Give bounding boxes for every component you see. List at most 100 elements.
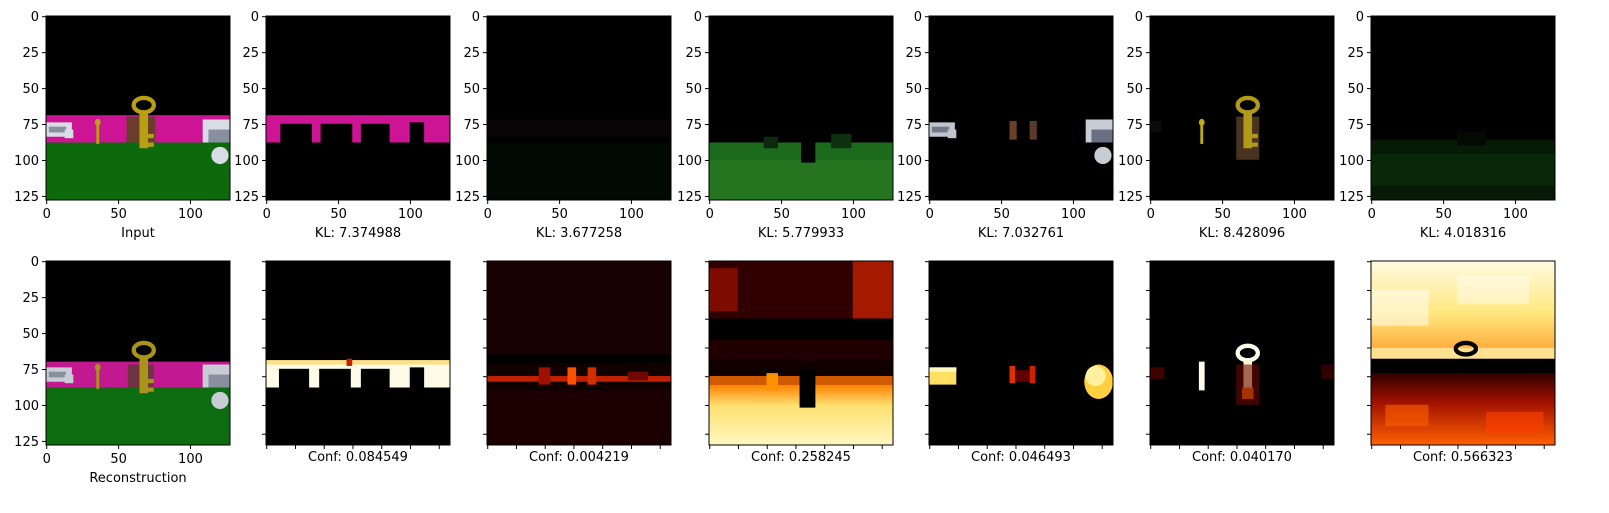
axes-frame — [1149, 260, 1335, 446]
y-tick-label: 100 — [1118, 154, 1143, 169]
panel-image — [709, 16, 893, 200]
x-tick-label: 0 — [926, 207, 934, 222]
axes-frame — [265, 15, 451, 201]
x-tick-label: 100 — [1503, 207, 1528, 222]
y-tick-label: 0 — [694, 10, 702, 25]
y-tick-label: 125 — [14, 190, 39, 205]
panel-r1-c5: 0 50 100 0 25 50 75 100 125 KL: 7.032761 — [897, 10, 1114, 241]
y-tick-label: 125 — [897, 190, 922, 205]
axes-frame — [928, 15, 1114, 201]
y-tick-label: 100 — [14, 154, 39, 169]
x-tick-label: 50 — [773, 207, 790, 222]
panel-r2-c6: Conf: 0.040170 — [1146, 260, 1335, 465]
panel-caption: Conf: 0.046493 — [971, 450, 1071, 465]
y-tick-label: 125 — [677, 190, 702, 205]
y-tick-label: 75 — [242, 118, 259, 133]
y-tick-label: 100 — [455, 154, 480, 169]
y-tick-label: 50 — [1126, 82, 1143, 97]
panel-caption: KL: 8.428096 — [1199, 226, 1285, 241]
y-tick-label: 100 — [677, 154, 702, 169]
y-tick-label: 125 — [234, 190, 259, 205]
x-tick-label: 50 — [551, 207, 568, 222]
panel-image — [46, 261, 230, 445]
x-tick-label: 0 — [484, 207, 492, 222]
y-tick-label: 25 — [905, 46, 922, 61]
y-tick-label: 0 — [31, 255, 39, 270]
panel-r1-c1: 0 50 100 0 25 50 75 100 125 Input — [14, 10, 231, 241]
x-tick-label: 100 — [619, 207, 644, 222]
x-tick-label: 0 — [263, 207, 271, 222]
y-tick-label: 25 — [685, 46, 702, 61]
panel-r1-c6: 0 50 100 0 25 50 75 100 125 KL: 8.428096 — [1118, 10, 1335, 241]
axes-frame — [1370, 15, 1556, 201]
axes-frame — [486, 260, 672, 446]
x-tick-label: 100 — [841, 207, 866, 222]
x-tick-label: 100 — [178, 207, 203, 222]
y-tick-label: 50 — [685, 82, 702, 97]
y-tick-label: 0 — [251, 10, 259, 25]
axes-frame — [486, 15, 672, 201]
y-tick-label: 25 — [22, 291, 39, 306]
panel-caption: Conf: 0.258245 — [751, 450, 851, 465]
panel-r2-c4: Conf: 0.258245 — [705, 260, 894, 465]
y-tick-label: 125 — [455, 190, 480, 205]
x-tick-label: 0 — [706, 207, 714, 222]
x-tick-label: 100 — [1061, 207, 1086, 222]
y-tick-label: 0 — [472, 10, 480, 25]
y-tick-label: 25 — [1126, 46, 1143, 61]
panel-image — [709, 261, 893, 445]
panel-image — [1371, 261, 1555, 445]
y-tick-label: 50 — [22, 82, 39, 97]
y-tick-label: 50 — [22, 327, 39, 342]
panel-caption: Conf: 0.084549 — [308, 450, 408, 465]
y-tick-label: 75 — [1126, 118, 1143, 133]
y-tick-label: 50 — [463, 82, 480, 97]
x-tick-label: 50 — [330, 207, 347, 222]
y-tick-label: 25 — [1347, 46, 1364, 61]
y-tick-label: 50 — [1347, 82, 1364, 97]
y-tick-label: 50 — [905, 82, 922, 97]
panel-image — [46, 16, 230, 200]
panel-caption: Input — [121, 226, 155, 241]
y-tick-label: 50 — [242, 82, 259, 97]
y-tick-label: 125 — [14, 435, 39, 450]
x-tick-label: 50 — [110, 452, 127, 467]
panel-image — [929, 261, 1113, 445]
y-tick-label: 125 — [1118, 190, 1143, 205]
y-tick-label: 75 — [463, 118, 480, 133]
panel-r2-c5: Conf: 0.046493 — [925, 260, 1114, 465]
axes-frame — [1370, 260, 1556, 446]
panel-r1-c7: 0 50 100 0 25 50 75 100 125 KL: 4.018316 — [1339, 10, 1556, 241]
panel-caption: KL: 3.677258 — [536, 226, 622, 241]
y-tick-label: 100 — [234, 154, 259, 169]
x-tick-label: 50 — [993, 207, 1010, 222]
axes-frame — [45, 15, 231, 201]
panel-image — [1150, 261, 1334, 445]
axes-frame — [708, 15, 894, 201]
y-tick-label: 75 — [1347, 118, 1364, 133]
axes-frame — [265, 260, 451, 446]
panel-r1-c3: 0 50 100 0 25 50 75 100 125 KL: 3.677258 — [455, 10, 672, 241]
panel-caption: KL: 5.779933 — [758, 226, 844, 241]
panel-r1-c4: 0 50 100 0 25 50 75 100 125 KL: 5.779933 — [677, 10, 894, 241]
y-tick-label: 75 — [905, 118, 922, 133]
y-tick-label: 25 — [22, 46, 39, 61]
y-tick-label: 75 — [685, 118, 702, 133]
panel-caption: KL: 4.018316 — [1420, 226, 1506, 241]
x-tick-label: 0 — [1368, 207, 1376, 222]
panel-r2-c7: Conf: 0.566323 — [1367, 260, 1556, 465]
panel-caption: KL: 7.032761 — [978, 226, 1064, 241]
y-tick-label: 0 — [31, 10, 39, 25]
x-tick-label: 0 — [43, 452, 51, 467]
y-tick-label: 0 — [1356, 10, 1364, 25]
axes-frame — [928, 260, 1114, 446]
y-tick-label: 0 — [914, 10, 922, 25]
x-tick-label: 50 — [1214, 207, 1231, 222]
y-tick-label: 100 — [14, 399, 39, 414]
panel-caption: Conf: 0.566323 — [1413, 450, 1513, 465]
panel-r2-c2: Conf: 0.084549 — [262, 260, 451, 465]
panel-image — [1371, 16, 1555, 200]
panel-caption: Conf: 0.004219 — [529, 450, 629, 465]
panel-caption: Conf: 0.040170 — [1192, 450, 1292, 465]
